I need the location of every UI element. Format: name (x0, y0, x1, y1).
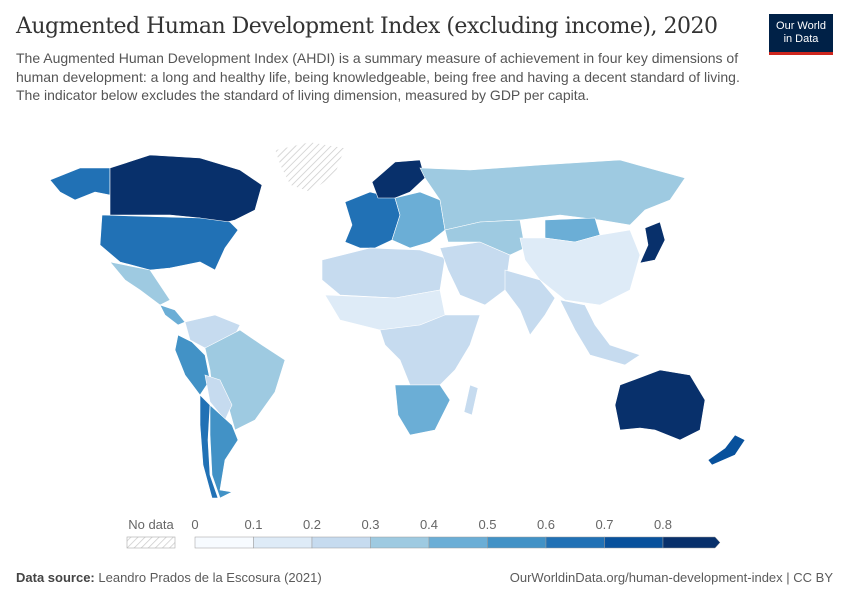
source-label: Data source: (16, 570, 95, 585)
region-canada[interactable] (109, 154, 263, 226)
legend-tick: 0.7 (595, 517, 613, 532)
chart-title: Augmented Human Development Index (exclu… (16, 14, 718, 39)
region-russia[interactable] (419, 159, 686, 231)
world-map: No data 0 0.1 0.2 0.3 0.4 0.5 0.6 0.7 0.8 (49, 141, 746, 549)
region-central-asia[interactable] (444, 219, 526, 256)
region-bolivia-paraguay[interactable] (204, 374, 233, 421)
legend-no-data-swatch (126, 536, 176, 549)
legend-no-data-label: No data (128, 517, 174, 532)
legend-bin-5 (487, 536, 547, 549)
region-mexico[interactable] (109, 261, 171, 306)
legend-bin-6 (545, 536, 605, 549)
legend-bin-2 (311, 536, 371, 549)
region-north-africa[interactable] (321, 247, 446, 299)
legend-bin-7 (604, 536, 664, 549)
region-australia[interactable] (614, 369, 706, 441)
legend-tick: 0.4 (420, 517, 438, 532)
region-south-asia[interactable] (504, 269, 556, 336)
legend-tick: 0.1 (244, 517, 262, 532)
region-greenland[interactable] (274, 141, 346, 193)
legend-tick: 0.3 (361, 517, 379, 532)
chart-subtitle: The Augmented Human Development Index (A… (16, 50, 740, 103)
region-eastern-europe[interactable] (391, 191, 446, 249)
region-new-zealand[interactable] (707, 434, 746, 466)
legend-bin-0 (194, 536, 254, 549)
region-central-america[interactable] (159, 304, 186, 326)
region-middle-east[interactable] (439, 241, 511, 306)
legend-bin-3 (370, 536, 430, 549)
legend-bin-4 (428, 536, 488, 549)
source-url-link[interactable]: OurWorldinData.org/human-development-ind… (509, 570, 833, 585)
legend: No data 0 0.1 0.2 0.3 0.4 0.5 0.6 0.7 0.8 (126, 517, 721, 549)
region-peru-ecuador[interactable] (174, 334, 211, 396)
region-western-europe[interactable] (344, 191, 401, 249)
legend-bin-1 (253, 536, 313, 549)
region-argentina[interactable] (209, 404, 239, 499)
legend-tick: 0 (191, 517, 198, 532)
legend-tick: 0.2 (303, 517, 321, 532)
legend-bin-8 (662, 536, 721, 549)
data-source: Data source: Leandro Prados de la Escosu… (16, 570, 322, 585)
region-united-states[interactable] (99, 214, 239, 271)
region-southern-africa[interactable] (394, 384, 451, 436)
logo-line1: Our World (776, 20, 826, 32)
region-scandinavia[interactable] (371, 159, 426, 199)
region-chile[interactable] (199, 394, 219, 499)
legend-tick: 0.6 (537, 517, 555, 532)
logo-line2: in Data (783, 33, 819, 45)
owid-logo[interactable]: Our World in Data (769, 14, 833, 55)
region-central-africa[interactable] (379, 314, 481, 386)
region-southeast-asia[interactable] (559, 299, 641, 366)
region-alaska[interactable] (49, 167, 111, 201)
region-madagascar[interactable] (463, 384, 479, 416)
source-text: Leandro Prados de la Escosura (2021) (98, 570, 322, 585)
legend-tick: 0.8 (654, 517, 672, 532)
region-china[interactable] (519, 229, 641, 306)
region-japan[interactable] (639, 221, 666, 264)
legend-tick: 0.5 (478, 517, 496, 532)
